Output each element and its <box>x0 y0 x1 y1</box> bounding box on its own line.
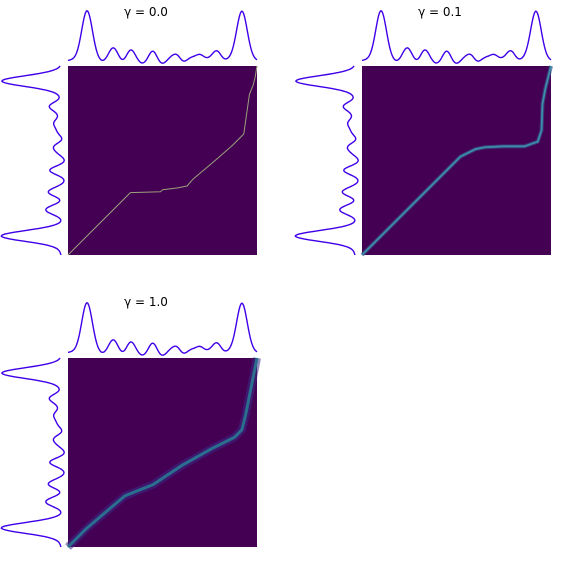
panel-gamma-0: γ = 0.0 <box>0 5 258 256</box>
top-marginal-curve <box>361 9 552 64</box>
left-marginal-curve <box>294 65 359 256</box>
left-marginal-curve <box>0 357 65 548</box>
panel-title: γ = 1.0 <box>124 295 168 309</box>
top-marginal-curve <box>67 9 258 64</box>
panel-gamma-0.1: γ = 0.1 <box>294 5 553 257</box>
transport-path <box>67 65 258 256</box>
left-marginal-curve <box>0 65 65 256</box>
panel-title: γ = 0.1 <box>418 5 462 19</box>
transport-path <box>66 357 259 549</box>
top-marginal-curve <box>67 301 258 356</box>
panel-gamma-1: γ = 1.0 <box>0 295 261 550</box>
panel-title: γ = 0.0 <box>124 5 168 19</box>
transport-path <box>361 65 552 256</box>
